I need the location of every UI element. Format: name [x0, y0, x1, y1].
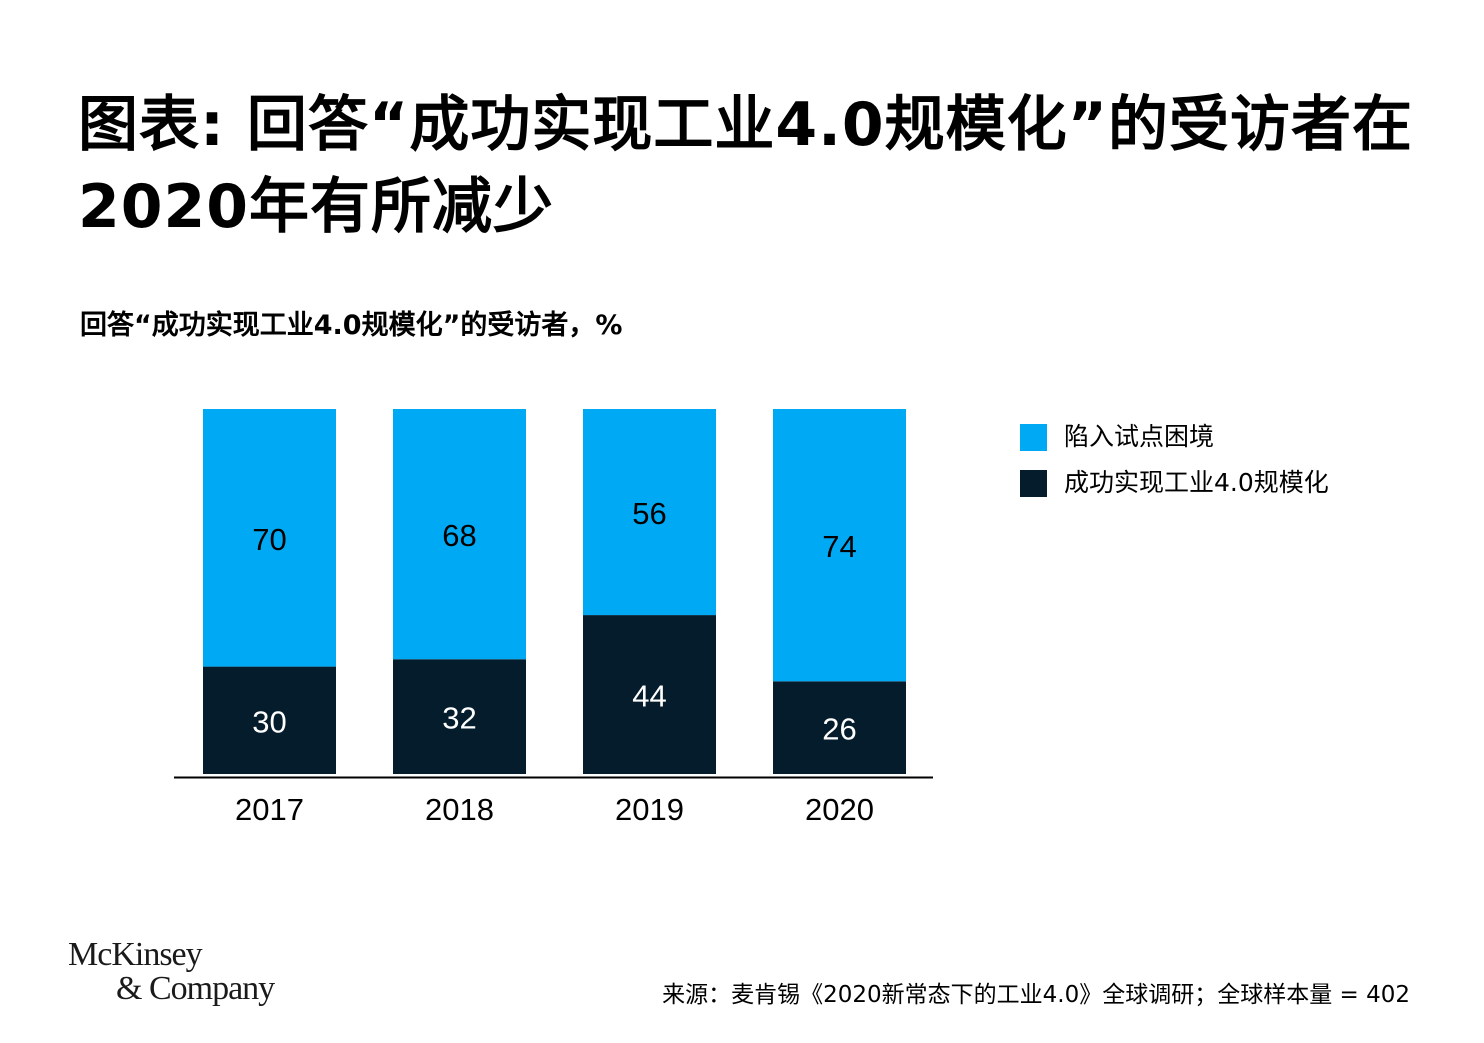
x-tick-label-2017: 2017: [235, 792, 304, 827]
source-note: 来源：麦肯锡《2020新常态下的工业4.0》全球调研；全球样本量 = 402: [662, 982, 1410, 1008]
data-label-scale-2018: 32: [442, 701, 476, 736]
legend: 陷入试点困境 成功实现工业4.0规模化: [1020, 418, 1329, 510]
x-tick-label-2019: 2019: [615, 792, 684, 827]
bar-pilot-2018: [393, 409, 526, 660]
legend-label-scale: 成功实现工业4.0规模化: [1064, 468, 1329, 497]
chart-subtitle: 回答“成功实现工业4.0规模化”的受访者，%: [80, 310, 623, 341]
data-label-pilot-2017: 70: [252, 522, 286, 557]
data-label-scale-2017: 30: [252, 704, 286, 739]
logo-line-1: McKinsey: [68, 936, 203, 973]
legend-swatch-pilot: [1020, 423, 1047, 451]
legend-item-pilot: 陷入试点困境: [1020, 418, 1329, 456]
bar-pilot-2017: [203, 409, 336, 667]
bar-scale-2017: [203, 666, 336, 774]
legend-item-scale: 成功实现工业4.0规模化: [1020, 464, 1329, 502]
mckinsey-logo: McKinsey & Company: [68, 936, 275, 1007]
chart-title: 图表: 回答“成功实现工业4.0规模化”的受访者在2020年有所减少: [78, 90, 1414, 242]
logo-line-2: & Company: [116, 970, 275, 1007]
legend-label-pilot: 陷入试点困境: [1064, 422, 1215, 451]
x-tick-label-2018: 2018: [425, 792, 494, 827]
bar-scale-2018: [393, 659, 526, 774]
data-label-pilot-2019: 56: [632, 496, 666, 531]
legend-swatch-scale: [1020, 469, 1047, 497]
bar-pilot-2020: [773, 409, 906, 682]
data-label-scale-2020: 26: [822, 712, 856, 747]
bar-scale-2020: [773, 681, 906, 774]
bar-pilot-2019: [583, 409, 716, 616]
x-tick-label-2020: 2020: [805, 792, 874, 827]
data-label-scale-2019: 44: [632, 679, 666, 714]
data-label-pilot-2018: 68: [442, 518, 476, 553]
bar-scale-2019: [583, 615, 716, 774]
data-label-pilot-2020: 74: [822, 529, 856, 564]
